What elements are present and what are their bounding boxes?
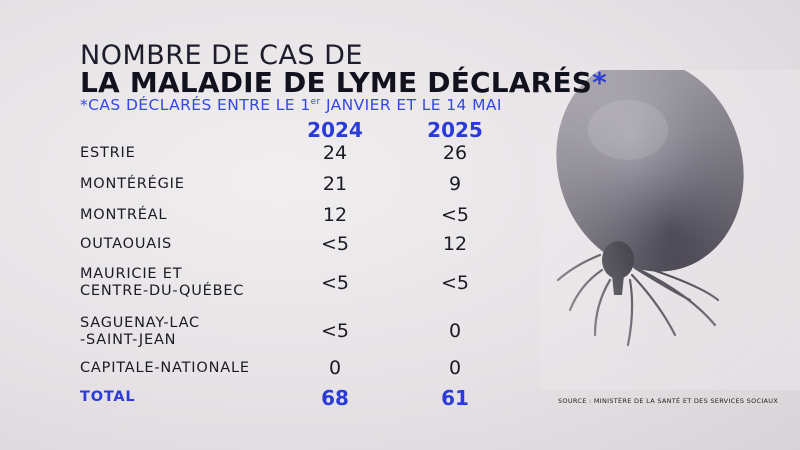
tick-illustration bbox=[540, 70, 800, 390]
total-label: TOTAL bbox=[80, 389, 136, 405]
subtitle-suffix: JANVIER ET LE 14 MAI bbox=[320, 96, 502, 114]
subtitle-superscript: er bbox=[310, 97, 321, 107]
source-note: SOURCE : MINISTÈRE DE LA SANTÉ ET DES SE… bbox=[558, 397, 779, 405]
title-line-1: NOMBRE DE CAS DE bbox=[80, 40, 363, 71]
total-2024: 68 bbox=[321, 386, 349, 410]
value-2024: 0 bbox=[328, 357, 342, 379]
title-main: LA MALADIE DE LYME DÉCLARÉS bbox=[80, 66, 593, 99]
region-label: MONTRÉAL bbox=[80, 207, 168, 223]
value-2025: <5 bbox=[440, 272, 469, 294]
region-label: MAURICIE ET CENTRE-DU-QUÉBEC bbox=[80, 266, 245, 299]
value-2025: 0 bbox=[448, 357, 462, 379]
region-label: CAPITALE-NATIONALE bbox=[80, 360, 250, 376]
total-2025: 61 bbox=[441, 386, 469, 410]
column-header-2024: 2024 bbox=[307, 118, 363, 142]
value-2024: <5 bbox=[320, 233, 349, 255]
value-2024: <5 bbox=[320, 320, 349, 342]
subtitle-prefix: *CAS DÉCLARÉS ENTRE LE 1 bbox=[80, 96, 311, 114]
value-2025: 12 bbox=[442, 233, 468, 255]
value-2024: 24 bbox=[322, 142, 348, 164]
region-label: OUTAOUAIS bbox=[80, 236, 173, 252]
title-line-2: LA MALADIE DE LYME DÉCLARÉS* bbox=[80, 66, 607, 99]
region-label: MONTÉRÉGIE bbox=[80, 176, 185, 192]
value-2025: 9 bbox=[448, 173, 462, 195]
value-2025: 0 bbox=[448, 320, 462, 342]
region-label: ESTRIE bbox=[80, 145, 136, 161]
value-2024: 21 bbox=[322, 173, 348, 195]
value-2025: <5 bbox=[440, 204, 469, 226]
title-asterisk: * bbox=[592, 66, 607, 99]
region-label: SAGUENAY-LAC -SAINT-JEAN bbox=[80, 315, 200, 348]
subtitle: *CAS DÉCLARÉS ENTRE LE 1er JANVIER ET LE… bbox=[80, 96, 502, 114]
value-2025: 26 bbox=[442, 142, 468, 164]
value-2024: 12 bbox=[322, 204, 348, 226]
column-header-2025: 2025 bbox=[427, 118, 483, 142]
value-2024: <5 bbox=[320, 272, 349, 294]
